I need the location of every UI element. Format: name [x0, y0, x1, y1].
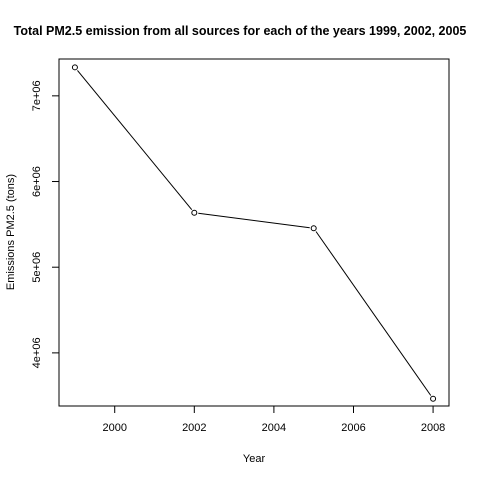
series-line-segment: [315, 231, 432, 396]
data-point-marker: [191, 209, 198, 216]
x-axis: 2000 2002 2004 2006 2008: [102, 406, 445, 434]
series-layer: [71, 64, 437, 402]
data-point-marker: [310, 225, 317, 232]
x-tick-label: 2006: [341, 422, 365, 434]
data-point-marker: [71, 64, 78, 71]
chart-title: Total PM2.5 emission from all sources fo…: [14, 24, 467, 38]
data-point-marker: [430, 395, 437, 402]
x-axis-label: Year: [243, 453, 266, 465]
y-tick-label: 7e+06: [31, 80, 43, 111]
x-tick-label: 2004: [262, 422, 286, 434]
y-axis: 4e+06 5e+06 6e+06 7e+06: [31, 80, 59, 368]
y-axis-label: Emissions PM2.5 (tons): [5, 174, 17, 290]
y-tick-label: 5e+06: [31, 252, 43, 283]
series-line-segment: [198, 212, 310, 229]
x-tick-label: 2008: [421, 422, 445, 434]
x-tick-label: 2000: [102, 422, 126, 434]
x-tick-label: 2002: [182, 422, 206, 434]
series-line-segment: [77, 70, 193, 210]
y-tick-label: 6e+06: [31, 166, 43, 197]
plot-frame: [58, 58, 450, 407]
y-tick-label: 4e+06: [31, 337, 43, 368]
